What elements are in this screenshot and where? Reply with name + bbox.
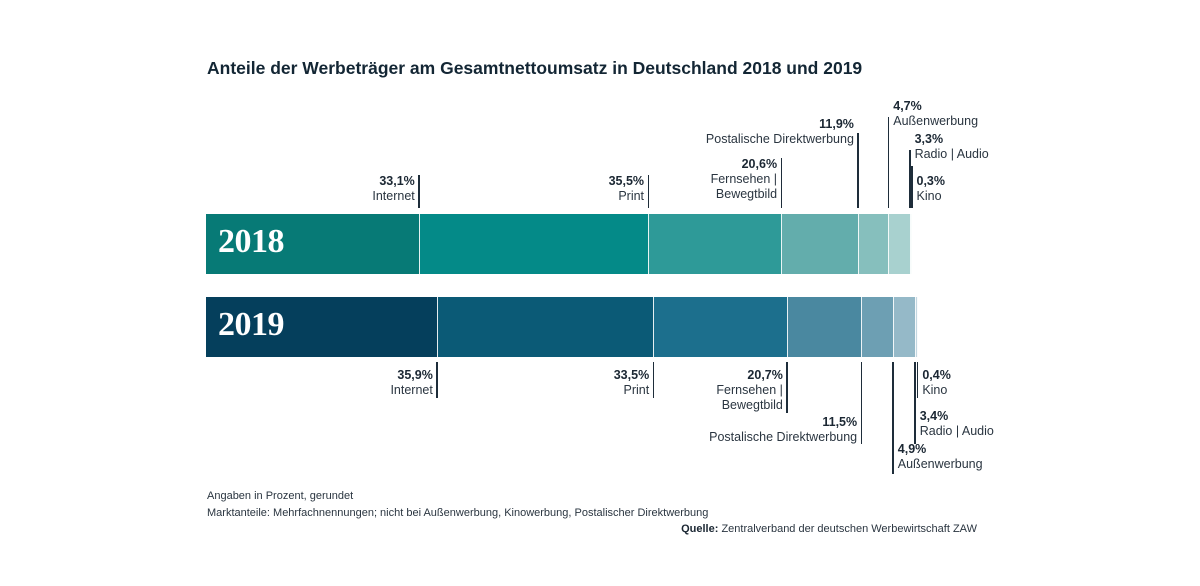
leader-line-1-2018 [647,175,650,208]
bar-segment-fernsehen-bewegtbild-2019 [654,297,788,357]
leader-line-2-2018 [780,158,783,208]
data-label-value: 0,3% [916,174,946,188]
data-label-1-2018: 35,5% Print [609,174,644,204]
bar-segment-fernsehen-bewegtbild-2018 [649,214,783,274]
data-label-value: 11,5% [822,415,858,429]
data-label-name: Außenwerbung [893,114,979,128]
leader-line-4-2019 [892,362,894,474]
leader-line-3-2019 [860,362,863,444]
bar-segment-kino-2018 [910,214,913,274]
footnote-market-share: Marktanteile: Mehrfachnennungen; nicht b… [207,507,709,519]
source-note: Quelle: Zentralverband der deutschen Wer… [681,523,977,535]
bar-segment-postalische-direktwerbung-2018 [782,214,859,274]
leader-line-4-2018 [887,117,890,208]
bar-segment-radio-audio-2018 [889,214,911,274]
leader-line-0-2019 [436,362,438,398]
data-label-name: Internet [372,189,415,203]
data-label-value: 3,4% [919,409,949,423]
data-label-name: Fernsehen | [710,172,778,186]
data-label-value: 33,1% [379,174,415,188]
data-label-0-2018: 33,1% Internet [372,174,414,204]
data-label-value: 33,5% [613,368,650,382]
data-label-name: Fernsehen | [716,383,783,397]
data-label-value: 35,9% [397,368,433,382]
year-label-2019: 2019 [218,306,285,343]
bar-segment-außenwerbung-2018 [858,214,890,274]
data-label-value: 0,4% [922,368,951,382]
data-label-3-2018: 11,9% Postalische Direktwerbung [706,117,854,147]
leader-line-3-2018 [857,133,859,208]
bar-segment-print-2019 [437,297,655,357]
bar-segment-postalische-direktwerbung-2019 [787,297,863,357]
data-label-5-2018: 3,3% Radio | Audio [915,132,989,162]
source-label: Quelle: [681,523,719,535]
data-label-value: 3,3% [914,132,944,146]
data-label-name: Radio | Audio [919,424,994,438]
bar-segment-radio-audio-2019 [893,297,916,357]
data-label-name: Kino [922,383,948,397]
data-label-0-2019: 35,9% Internet [390,368,432,398]
data-label-6-2018: 0,3% Kino [917,174,946,204]
leader-line-2-2019 [786,362,788,413]
leader-line-0-2018 [418,175,420,208]
leader-line-6-2018 [911,166,913,208]
data-label-name: Print [623,383,650,397]
source-text: Zentralverband der deutschen Werbewirtsc… [721,523,977,535]
data-label-2-2019: 20,7% Fernsehen | Bewegtbild [716,368,782,413]
leader-line-6-2019 [916,362,919,398]
leader-line-5-2019 [914,362,916,444]
leader-line-1-2019 [652,362,655,398]
bar-segment-internet-2018 [206,214,420,274]
data-label-value: 35,5% [608,174,645,188]
data-label-name: Außenwerbung [897,457,983,471]
data-label-value: 20,7% [747,368,783,382]
data-label-4-2019: 4,9% Außenwerbung [898,442,983,472]
data-label-name: Bewegtbild [715,187,778,201]
footnote-rounding: Angaben in Prozent, gerundet [207,490,354,502]
data-label-value: 4,7% [893,99,922,113]
data-label-name: Print [618,189,645,203]
data-label-1-2019: 33,5% Print [614,368,649,398]
bar-segment-außenwerbung-2019 [862,297,894,357]
data-label-value: 4,9% [897,442,927,456]
bar-segment-print-2018 [419,214,649,274]
data-label-name: Bewegtbild [721,398,783,412]
data-label-name: Postalische Direktwerbung [709,430,858,444]
data-label-name: Internet [390,383,433,397]
leader-line-5-2018 [909,150,911,208]
data-label-3-2019: 11,5% Postalische Direktwerbung [709,415,857,445]
data-label-value: 20,6% [741,157,778,171]
data-label-name: Kino [916,189,942,203]
data-label-name: Radio | Audio [914,147,989,161]
data-label-6-2019: 0,4% Kino [922,368,951,398]
chart-title: Anteile der Werbeträger am Gesamtnettoum… [207,58,863,78]
data-label-5-2019: 3,4% Radio | Audio [920,409,994,439]
year-label-2018: 2018 [218,223,285,260]
data-label-value: 11,9% [819,117,854,131]
bar-segment-kino-2019 [915,297,919,357]
data-label-2-2018: 20,6% Fernsehen | Bewegtbild [711,157,777,202]
bar-segment-internet-2019 [206,297,438,357]
data-label-4-2018: 4,7% Außenwerbung [893,99,978,129]
data-label-name: Postalische Direktwerbung [705,132,854,146]
